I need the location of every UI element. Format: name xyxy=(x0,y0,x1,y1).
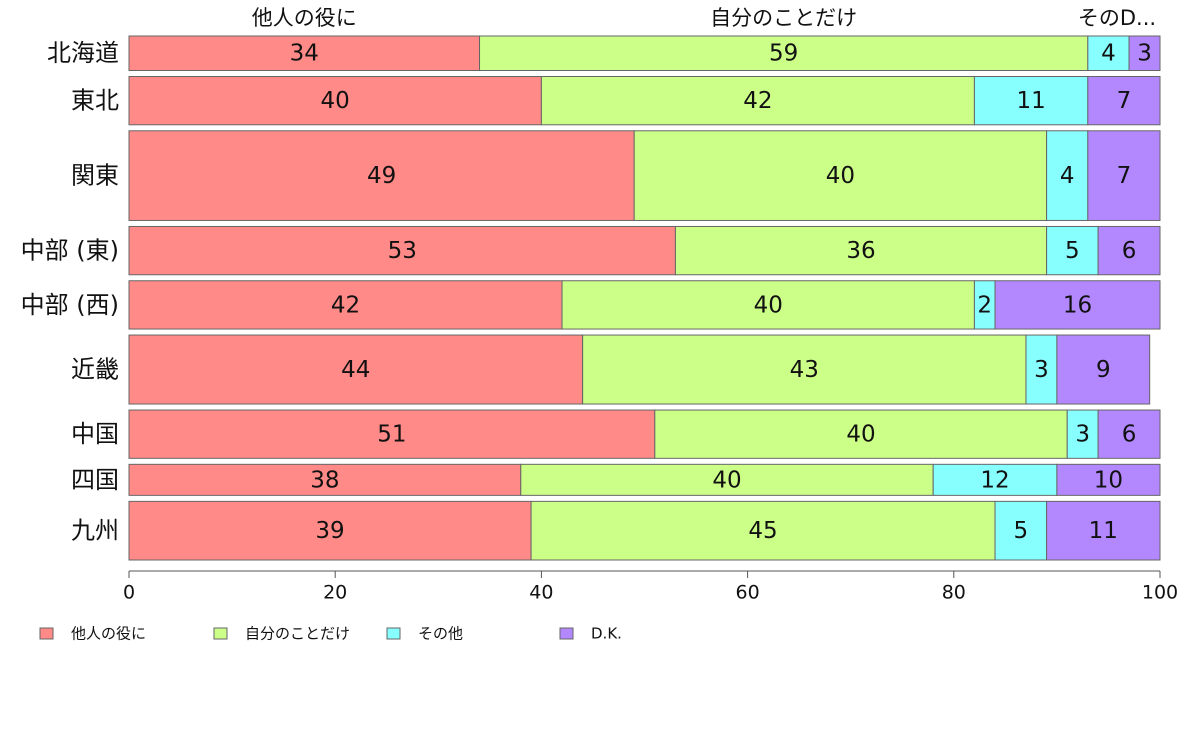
x-tick-label: 80 xyxy=(942,582,966,604)
data-label: 43 xyxy=(790,357,819,383)
x-axis: 0 20 40 60 80 100 xyxy=(123,570,1178,604)
top-series-label: 自分のことだけ xyxy=(710,6,857,30)
data-label: 42 xyxy=(743,88,772,114)
data-label: 16 xyxy=(1063,292,1092,318)
data-label: 34 xyxy=(290,41,319,67)
data-label: 4 xyxy=(1060,163,1075,189)
data-label: 7 xyxy=(1117,163,1132,189)
x-tick-label: 100 xyxy=(1142,582,1178,604)
legend-swatch xyxy=(559,627,574,640)
legend-swatch xyxy=(386,627,401,640)
bar-segment xyxy=(1087,130,1161,221)
bar-segment xyxy=(1097,409,1161,459)
data-label: 7 xyxy=(1117,88,1132,114)
bar-segment xyxy=(128,75,542,126)
bar-segment xyxy=(1056,334,1151,405)
bar-segment xyxy=(540,75,975,126)
data-label: 53 xyxy=(388,238,417,264)
bar-segment xyxy=(128,409,656,459)
bar-segment xyxy=(128,35,481,71)
legend-label: 他人の役に xyxy=(71,625,146,643)
bar-segment xyxy=(128,130,635,221)
bar-segment xyxy=(1087,35,1130,71)
legend-label: その他 xyxy=(418,625,463,643)
top-series-labels: 他人の役に 自分のことだけ そのD... xyxy=(252,6,1156,30)
data-label: 9 xyxy=(1096,357,1111,383)
legend-swatch xyxy=(39,627,54,640)
top-series-label: 他人の役に xyxy=(252,6,357,30)
category-label: 近畿 xyxy=(71,356,119,384)
data-label: 36 xyxy=(846,238,875,264)
data-label: 40 xyxy=(754,292,783,318)
x-tick-label: 0 xyxy=(123,582,135,604)
bar-segment xyxy=(479,35,1089,71)
bar-segment xyxy=(1046,500,1161,561)
bar-segment xyxy=(1056,463,1161,496)
data-label: 59 xyxy=(769,41,798,67)
data-label: 51 xyxy=(377,422,406,448)
bar-segment xyxy=(633,130,1048,221)
data-label: 11 xyxy=(1089,518,1118,544)
category-label: 四国 xyxy=(71,466,119,494)
bar-segment xyxy=(1097,225,1161,276)
data-label: 49 xyxy=(367,163,396,189)
data-label: 5 xyxy=(1065,238,1080,264)
data-label: 5 xyxy=(1013,518,1028,544)
data-label: 44 xyxy=(341,357,370,383)
bar-segment xyxy=(128,334,584,405)
data-label: 39 xyxy=(315,518,344,544)
data-label: 3 xyxy=(1075,422,1090,448)
data-label: 45 xyxy=(748,518,777,544)
data-label: 2 xyxy=(977,292,992,318)
legend-label: D.K. xyxy=(591,625,622,643)
bar-segment xyxy=(1066,409,1099,459)
data-label: 12 xyxy=(980,467,1009,493)
category-label: 中部 (東) xyxy=(21,237,119,265)
data-label: 6 xyxy=(1122,238,1137,264)
legend-label: 自分のことだけ xyxy=(245,625,350,643)
bar-segment xyxy=(561,280,975,330)
data-label: 40 xyxy=(321,88,350,114)
legend: 他人の役に 自分のことだけ その他 D.K. xyxy=(39,625,622,643)
bar-segment xyxy=(994,280,1161,330)
category-label: 中国 xyxy=(71,420,119,448)
data-label: 6 xyxy=(1122,422,1137,448)
category-label: 九州 xyxy=(71,517,119,545)
data-label: 10 xyxy=(1094,467,1123,493)
bar-segment xyxy=(973,75,1089,126)
data-label: 40 xyxy=(826,163,855,189)
bar-segment xyxy=(582,334,1027,405)
bar-segment xyxy=(654,409,1068,459)
category-label: 関東 xyxy=(71,162,119,190)
top-series-label: そのD... xyxy=(1078,6,1156,30)
category-label: 中部 (西) xyxy=(21,291,119,319)
data-label: 38 xyxy=(310,467,339,493)
data-label: 42 xyxy=(331,292,360,318)
data-label: 40 xyxy=(846,422,875,448)
category-label: 北海道 xyxy=(47,39,119,67)
bar-segment xyxy=(128,280,563,330)
data-label: 3 xyxy=(1137,41,1152,67)
bar-segment xyxy=(520,463,934,496)
legend-swatch xyxy=(213,627,228,640)
bar-segment xyxy=(530,500,996,561)
data-label: 4 xyxy=(1101,41,1116,67)
x-tick-label: 60 xyxy=(736,582,760,604)
data-label: 40 xyxy=(712,467,741,493)
bar-segment xyxy=(1025,334,1058,405)
bar-segment xyxy=(1087,75,1161,126)
data-label: 3 xyxy=(1034,357,1049,383)
bar-segment xyxy=(674,225,1048,276)
bar-segment xyxy=(1128,35,1161,71)
x-tick-label: 20 xyxy=(323,582,347,604)
data-label: 11 xyxy=(1016,88,1045,114)
bar-segment xyxy=(128,225,676,276)
category-label: 東北 xyxy=(71,87,119,115)
bar-segment xyxy=(932,463,1058,496)
x-tick-label: 40 xyxy=(529,582,553,604)
